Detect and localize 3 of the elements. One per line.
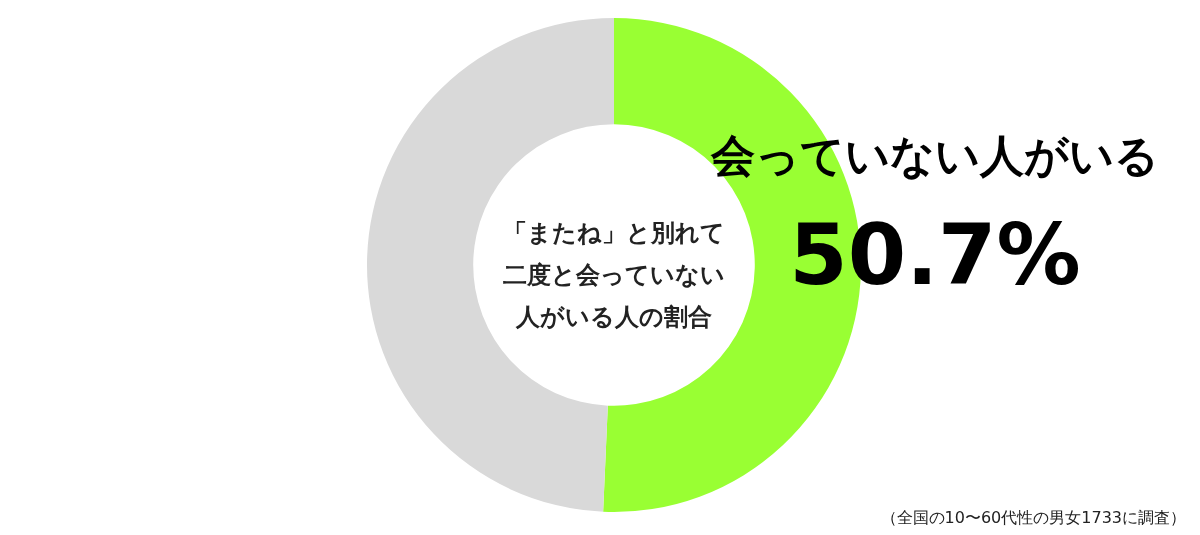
text: 「またね」と別れて二度と会っていない人がいる人の割合	[502, 218, 726, 333]
slice-label: 会っていない人がいる	[710, 130, 1159, 182]
text: （全国の10〜60代性の男女1733に調査）	[880, 508, 1186, 529]
